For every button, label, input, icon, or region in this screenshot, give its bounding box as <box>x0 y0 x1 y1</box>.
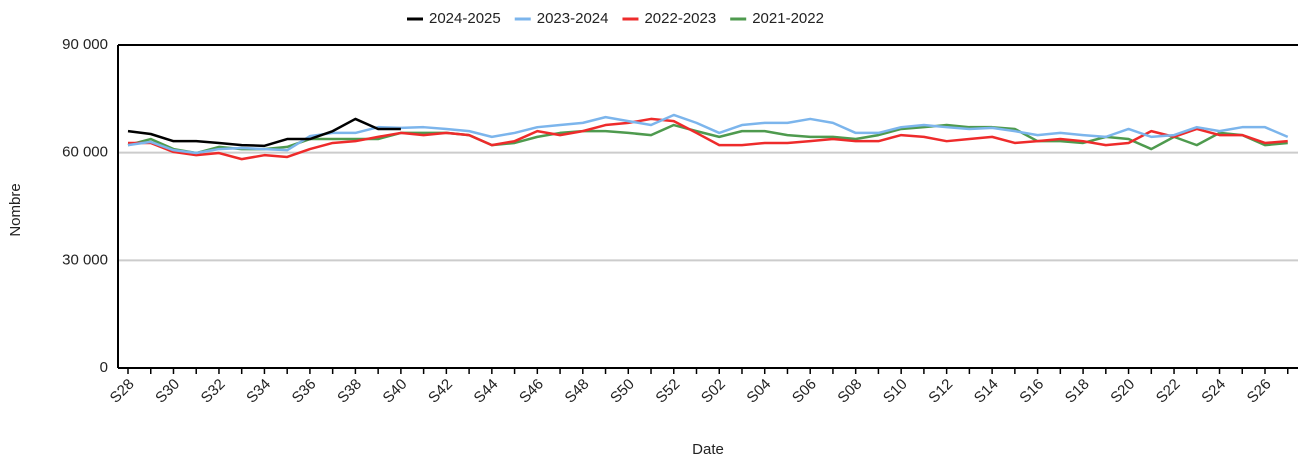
series-line <box>127 123 1288 155</box>
x-tick-label: S38 <box>334 376 365 407</box>
series-line <box>128 117 1288 161</box>
y-tick-label: 90 000 <box>62 36 108 53</box>
x-tick-label: S16 <box>1016 376 1047 407</box>
x-tick-label: S20 <box>1107 376 1138 407</box>
x-tick-label: S34 <box>243 376 274 407</box>
x-tick-label: S32 <box>198 376 229 407</box>
x-tick-label: S40 <box>380 376 411 407</box>
legend-label: 2021-2022 <box>752 10 824 27</box>
x-tick-label: S42 <box>425 376 456 407</box>
x-tick-label: S24 <box>1198 376 1229 407</box>
x-tick-label: S44 <box>471 376 502 407</box>
x-tick-label: S48 <box>562 376 593 407</box>
x-tick-label: S06 <box>789 376 820 407</box>
x-tick-label: S52 <box>652 376 683 407</box>
x-tick-label: S22 <box>1153 376 1184 407</box>
x-axis-title: Date <box>692 441 724 458</box>
x-tick-label: S12 <box>925 376 956 407</box>
x-tick-label: S10 <box>880 376 911 407</box>
x-tick-label: S46 <box>516 376 547 407</box>
x-tick-label: S18 <box>1062 376 1093 407</box>
series-line <box>127 117 401 148</box>
x-tick-label: S26 <box>1244 376 1275 407</box>
y-tick-label: 60 000 <box>62 144 108 161</box>
x-tick-label: S28 <box>107 376 138 407</box>
x-tick-label: S04 <box>743 376 774 407</box>
x-tick-label: S14 <box>971 376 1002 407</box>
x-tick-label: S36 <box>289 376 320 407</box>
x-tick-label: S02 <box>698 376 729 407</box>
legend-label: 2022-2023 <box>644 10 716 27</box>
x-tick-label: S50 <box>607 376 638 407</box>
legend-label: 2023-2024 <box>537 10 609 27</box>
y-tick-label: 30 000 <box>62 251 108 268</box>
x-tick-label: S30 <box>152 376 183 407</box>
y-tick-label: 0 <box>100 359 108 376</box>
y-axis-title: Nombre <box>7 183 24 236</box>
legend-label: 2024-2025 <box>429 10 501 27</box>
x-tick-label: S08 <box>834 376 865 407</box>
